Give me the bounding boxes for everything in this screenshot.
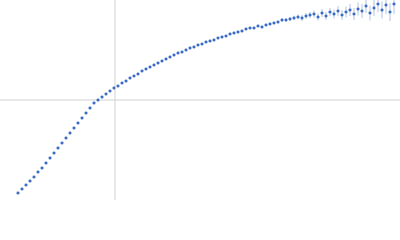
data-point — [292, 16, 296, 20]
data-point — [252, 26, 256, 30]
data-point — [160, 59, 164, 63]
data-point — [32, 175, 36, 179]
data-point — [360, 9, 364, 13]
data-point — [276, 20, 280, 24]
data-point — [56, 146, 60, 150]
data-point — [16, 191, 20, 195]
data-point — [72, 126, 76, 130]
data-point — [248, 26, 252, 30]
data-point — [196, 43, 200, 47]
data-point — [164, 57, 168, 61]
data-point — [216, 36, 220, 40]
data-point — [184, 48, 188, 52]
data-point — [272, 21, 276, 25]
data-point — [232, 31, 236, 35]
data-point — [156, 61, 160, 65]
data-point — [124, 79, 128, 83]
data-point — [300, 16, 304, 20]
data-point — [116, 84, 120, 88]
data-point — [332, 12, 336, 16]
data-point — [96, 98, 100, 102]
data-point — [296, 15, 300, 19]
data-point — [88, 106, 92, 110]
data-point — [64, 136, 68, 140]
page: (() => { const data = JSON.parse(documen… — [0, 0, 400, 200]
data-point — [212, 38, 216, 42]
data-point — [152, 63, 156, 67]
data-point — [144, 67, 148, 71]
data-point — [244, 27, 248, 31]
data-point — [28, 179, 32, 183]
data-point — [220, 35, 224, 39]
data-point — [24, 183, 28, 187]
data-point — [284, 18, 288, 22]
data-point — [388, 10, 392, 14]
data-point — [208, 39, 212, 43]
data-point — [384, 3, 388, 7]
data-point — [128, 76, 132, 80]
data-point — [392, 2, 396, 6]
data-point — [92, 101, 96, 105]
data-point — [136, 72, 140, 76]
data-point — [256, 24, 260, 28]
data-point — [340, 13, 344, 17]
data-point — [20, 187, 24, 191]
data-point — [36, 170, 40, 174]
data-point — [200, 42, 204, 46]
data-point — [380, 8, 384, 12]
data-point — [344, 10, 348, 14]
data-point — [48, 156, 52, 160]
data-point — [356, 7, 360, 11]
data-point — [188, 46, 192, 50]
data-point — [376, 2, 380, 6]
data-point — [172, 53, 176, 57]
data-point — [320, 11, 324, 15]
data-point — [364, 4, 368, 8]
data-point — [44, 161, 48, 165]
data-point — [328, 10, 332, 14]
data-point — [76, 121, 80, 125]
data-point — [348, 8, 352, 12]
data-point — [204, 40, 208, 44]
data-point — [60, 141, 64, 145]
data-point — [324, 14, 328, 18]
data-point — [168, 55, 172, 59]
data-point — [368, 11, 372, 15]
data-point — [236, 30, 240, 34]
data-point — [224, 34, 228, 38]
data-point — [52, 151, 56, 155]
data-point — [108, 89, 112, 93]
data-point — [372, 6, 376, 10]
data-point — [180, 50, 184, 54]
data-point — [176, 51, 180, 55]
data-point — [112, 86, 116, 90]
data-point — [104, 92, 108, 96]
data-point — [192, 45, 196, 49]
data-point — [132, 74, 136, 78]
data-point — [40, 166, 44, 170]
data-point — [268, 22, 272, 26]
data-point — [240, 29, 244, 33]
data-point — [80, 116, 84, 120]
data-point — [304, 14, 308, 18]
data-point — [148, 65, 152, 69]
data-point — [228, 32, 232, 36]
data-point — [260, 25, 264, 29]
data-point — [140, 69, 144, 73]
data-point — [352, 12, 356, 16]
data-point — [308, 13, 312, 17]
data-point — [120, 81, 124, 85]
data-point — [280, 18, 284, 22]
data-point — [264, 23, 268, 27]
data-point — [316, 15, 320, 19]
data-point — [68, 131, 72, 135]
data-point — [312, 12, 316, 16]
data-point — [100, 95, 104, 99]
chart — [0, 0, 400, 200]
data-point — [336, 9, 340, 13]
data-point — [84, 111, 88, 115]
data-point — [288, 17, 292, 21]
